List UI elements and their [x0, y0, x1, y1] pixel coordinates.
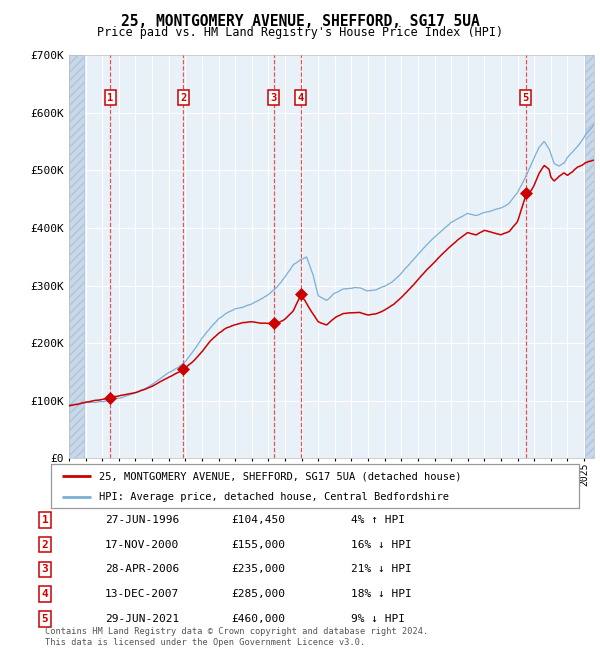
Bar [586, 55, 594, 458]
Text: Price paid vs. HM Land Registry's House Price Index (HPI): Price paid vs. HM Land Registry's House … [97, 26, 503, 39]
Bar [69, 55, 84, 458]
Text: 18% ↓ HPI: 18% ↓ HPI [351, 589, 412, 599]
Text: £285,000: £285,000 [231, 589, 285, 599]
Text: 13-DEC-2007: 13-DEC-2007 [105, 589, 179, 599]
Text: 17-NOV-2000: 17-NOV-2000 [105, 540, 179, 550]
Text: 1: 1 [41, 515, 49, 525]
Text: 2: 2 [180, 92, 187, 103]
Text: 4% ↑ HPI: 4% ↑ HPI [351, 515, 405, 525]
Text: 25, MONTGOMERY AVENUE, SHEFFORD, SG17 5UA (detached house): 25, MONTGOMERY AVENUE, SHEFFORD, SG17 5U… [98, 471, 461, 482]
Text: £155,000: £155,000 [231, 540, 285, 550]
Text: 16% ↓ HPI: 16% ↓ HPI [351, 540, 412, 550]
Text: 5: 5 [523, 92, 529, 103]
Text: £460,000: £460,000 [231, 614, 285, 624]
Text: £104,450: £104,450 [231, 515, 285, 525]
Text: Contains HM Land Registry data © Crown copyright and database right 2024.: Contains HM Land Registry data © Crown c… [45, 627, 428, 636]
Text: 27-JUN-1996: 27-JUN-1996 [105, 515, 179, 525]
Text: £235,000: £235,000 [231, 564, 285, 575]
Text: 28-APR-2006: 28-APR-2006 [105, 564, 179, 575]
Text: 1: 1 [107, 92, 113, 103]
Text: 3: 3 [41, 564, 49, 575]
Text: 4: 4 [298, 92, 304, 103]
Text: 5: 5 [41, 614, 49, 624]
Text: 21% ↓ HPI: 21% ↓ HPI [351, 564, 412, 575]
Text: 2: 2 [41, 540, 49, 550]
Text: 3: 3 [271, 92, 277, 103]
Text: This data is licensed under the Open Government Licence v3.0.: This data is licensed under the Open Gov… [45, 638, 365, 647]
Text: 25, MONTGOMERY AVENUE, SHEFFORD, SG17 5UA: 25, MONTGOMERY AVENUE, SHEFFORD, SG17 5U… [121, 14, 479, 29]
Text: 4: 4 [41, 589, 49, 599]
Text: HPI: Average price, detached house, Central Bedfordshire: HPI: Average price, detached house, Cent… [98, 492, 449, 502]
Text: 29-JUN-2021: 29-JUN-2021 [105, 614, 179, 624]
Text: 9% ↓ HPI: 9% ↓ HPI [351, 614, 405, 624]
